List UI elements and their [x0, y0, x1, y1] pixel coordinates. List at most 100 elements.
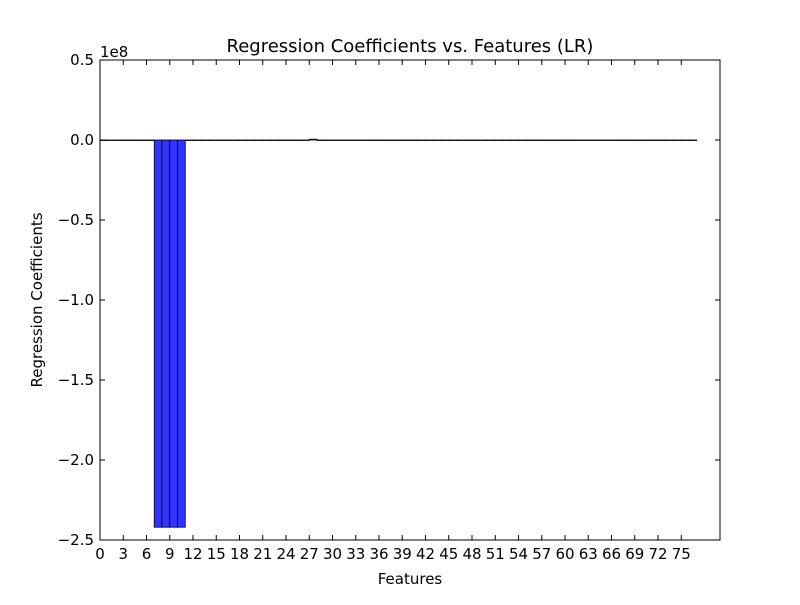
bar [293, 139, 302, 141]
bar [642, 139, 651, 141]
bar [502, 139, 512, 141]
bar [277, 139, 287, 141]
x-tick-label: 60 [555, 545, 574, 563]
bar [580, 139, 589, 141]
bar [533, 139, 543, 141]
bar [564, 139, 574, 141]
bar [680, 139, 690, 141]
x-tick-label: 18 [230, 545, 249, 563]
bar [169, 139, 178, 528]
x-tick-label: 21 [253, 545, 272, 563]
bar [494, 139, 504, 141]
bar [463, 139, 473, 141]
bar [146, 139, 155, 141]
x-tick-label: 45 [439, 545, 458, 563]
bar [456, 139, 465, 141]
x-tick-label: 12 [183, 545, 202, 563]
bar [200, 139, 209, 141]
bar-series [99, 138, 698, 528]
x-tick-label: 0 [95, 545, 105, 563]
bar [440, 139, 450, 141]
bar [223, 139, 233, 141]
x-tick-label: 72 [648, 545, 667, 563]
x-tick-label: 42 [416, 545, 435, 563]
x-tick-label: 39 [393, 545, 412, 563]
bar [363, 139, 372, 141]
x-tick-label: 51 [486, 545, 505, 563]
bar [417, 139, 426, 141]
bar [332, 139, 341, 141]
bar [184, 139, 194, 141]
bar [339, 139, 349, 141]
bar [611, 139, 620, 141]
bar [665, 139, 674, 141]
x-tick-label: 24 [276, 545, 295, 563]
bar [324, 139, 333, 141]
bar [603, 139, 612, 141]
bar [122, 139, 132, 141]
bar [285, 139, 295, 141]
x-tick-label: 3 [118, 545, 128, 563]
bar [556, 139, 566, 141]
x-tick-label: 15 [207, 545, 226, 563]
bar [487, 139, 496, 141]
y-tick-label: 0.5 [70, 51, 94, 69]
x-axis-label: Features [378, 570, 443, 588]
bar [657, 139, 667, 141]
bar [525, 139, 535, 141]
bar [409, 139, 419, 141]
y-axis-offset-label: 1e8 [100, 43, 128, 61]
y-tick-label: −2.5 [58, 531, 94, 549]
bar [518, 139, 527, 141]
x-tick-label: 69 [625, 545, 644, 563]
x-tick-label: 48 [462, 545, 481, 563]
x-tick-label: 6 [142, 545, 152, 563]
bar [254, 139, 264, 141]
bar [401, 139, 411, 141]
bar [161, 139, 171, 528]
x-tick-label: 9 [165, 545, 175, 563]
bar [130, 139, 140, 141]
bar [107, 139, 116, 141]
x-tick-label: 36 [369, 545, 388, 563]
bar [138, 139, 147, 141]
bar [347, 139, 357, 141]
bar [239, 139, 248, 141]
plot-area-frame [99, 59, 721, 541]
bar [394, 139, 403, 141]
bar [587, 139, 597, 141]
bar [673, 139, 682, 141]
bar [595, 139, 605, 141]
x-tick-label: 75 [672, 545, 691, 563]
x-tick-label: 57 [532, 545, 551, 563]
bar [208, 139, 217, 141]
chart-title: Regression Coefficients vs. Features (LR… [227, 36, 594, 57]
bar [316, 139, 326, 141]
bar [649, 139, 659, 141]
bar [425, 139, 434, 141]
x-tick-label: 54 [509, 545, 528, 563]
y-tick-label: −0.5 [58, 211, 94, 229]
bar [448, 139, 457, 141]
axis-ticks: 0 3 6 9 12 15 18 21 24 27 30 33 36 39 42 45 48 51 54 57 60 63… [58, 51, 720, 563]
y-tick-label: −1.5 [58, 371, 94, 389]
bar [308, 138, 318, 141]
bar [688, 139, 698, 141]
y-tick-label: −2.0 [58, 451, 94, 469]
x-tick-label: 27 [300, 545, 319, 563]
bar [301, 139, 310, 141]
bar [246, 139, 256, 141]
bar [262, 139, 271, 141]
bar [618, 139, 628, 141]
x-tick-label: 30 [323, 545, 342, 563]
bar [370, 139, 380, 141]
bar [479, 139, 488, 141]
bar [115, 139, 124, 141]
bar [378, 139, 388, 141]
bar [626, 139, 636, 141]
y-tick-label: 0.0 [70, 131, 94, 149]
bar [231, 139, 240, 141]
bar [432, 139, 442, 141]
bar [355, 139, 364, 141]
